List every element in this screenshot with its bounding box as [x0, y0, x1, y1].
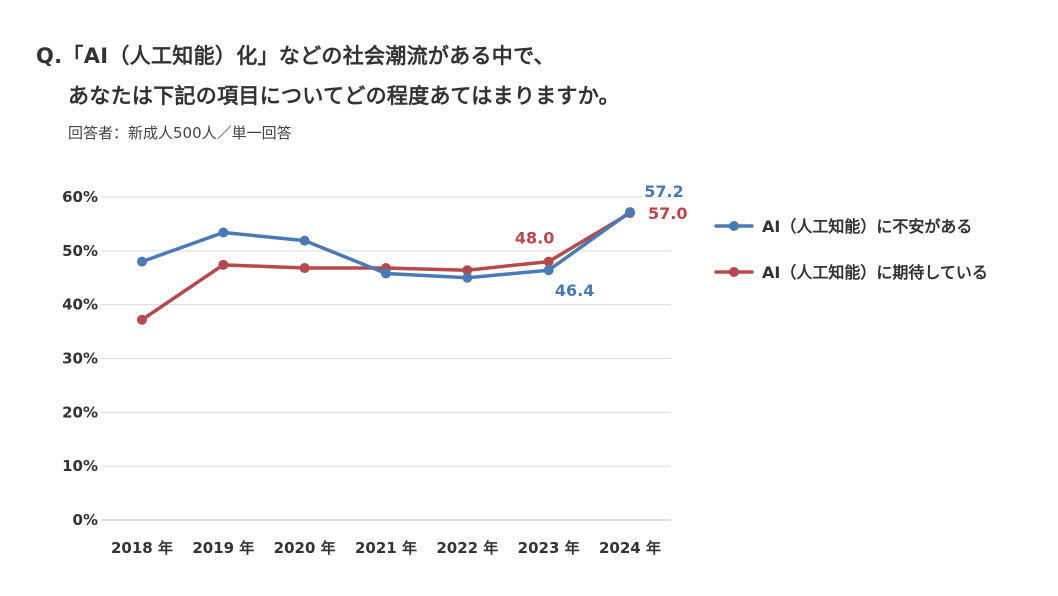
legend-swatch-marker: [729, 267, 739, 277]
data-point: [462, 272, 473, 283]
x-tick-label: 2021 年: [355, 539, 417, 557]
data-label: 48.0: [515, 229, 554, 248]
data-point: [218, 227, 229, 238]
data-point: [381, 268, 391, 279]
y-tick-label: 50%: [62, 242, 98, 260]
data-point: [543, 256, 554, 267]
y-axis-ticks: 0% 10% 20% 30% 40% 50% 60%: [62, 188, 98, 529]
data-point: [218, 259, 229, 270]
y-tick-label: 60%: [62, 188, 98, 206]
data-label: 57.2: [644, 182, 683, 201]
y-tick-label: 40%: [62, 296, 98, 314]
x-tick-label: 2018 年: [111, 539, 173, 557]
legend-swatch-marker: [729, 221, 739, 231]
chart-title-line-1: Q.「AI（人工知能）化」などの社会潮流がある中で、: [36, 44, 555, 68]
data-label: 57.0: [648, 204, 687, 223]
data-point: [137, 314, 147, 325]
data-point: [137, 256, 147, 267]
x-tick-label: 2022 年: [436, 539, 498, 557]
x-axis-ticks: 2018 年 2019 年 2020 年 2021 年 2022 年 2023 年 2024…: [111, 539, 661, 557]
y-tick-label: 20%: [62, 403, 98, 421]
data-point: [299, 263, 310, 274]
data-point: [462, 265, 473, 276]
chart-title-line-2: あなたは下記の項目についてどの程度あてはまりますか。: [68, 84, 620, 108]
y-tick-label: 0%: [73, 511, 98, 529]
x-tick-label: 2023 年: [518, 539, 580, 557]
legend: AI（人工知能）に不安がある AI（人工知能）に期待している: [714, 217, 988, 282]
data-point: [625, 207, 635, 218]
data-point: [299, 235, 310, 246]
x-tick-label: 2019 年: [192, 539, 254, 557]
x-tick-label: 2020 年: [274, 539, 336, 557]
y-tick-label: 10%: [62, 457, 98, 475]
y-tick-label: 30%: [62, 350, 98, 368]
legend-label: AI（人工知能）に期待している: [762, 263, 988, 282]
data-point: [543, 265, 554, 276]
legend-label: AI（人工知能）に不安がある: [762, 217, 972, 236]
data-labels: 46.4 57.2 48.0 57.0: [515, 182, 688, 300]
chart-subtitle: 回答者：新成人500人／単一回答: [68, 124, 292, 142]
series-lines: [137, 207, 635, 325]
data-label: 46.4: [555, 281, 594, 300]
x-tick-label: 2024 年: [599, 539, 661, 557]
